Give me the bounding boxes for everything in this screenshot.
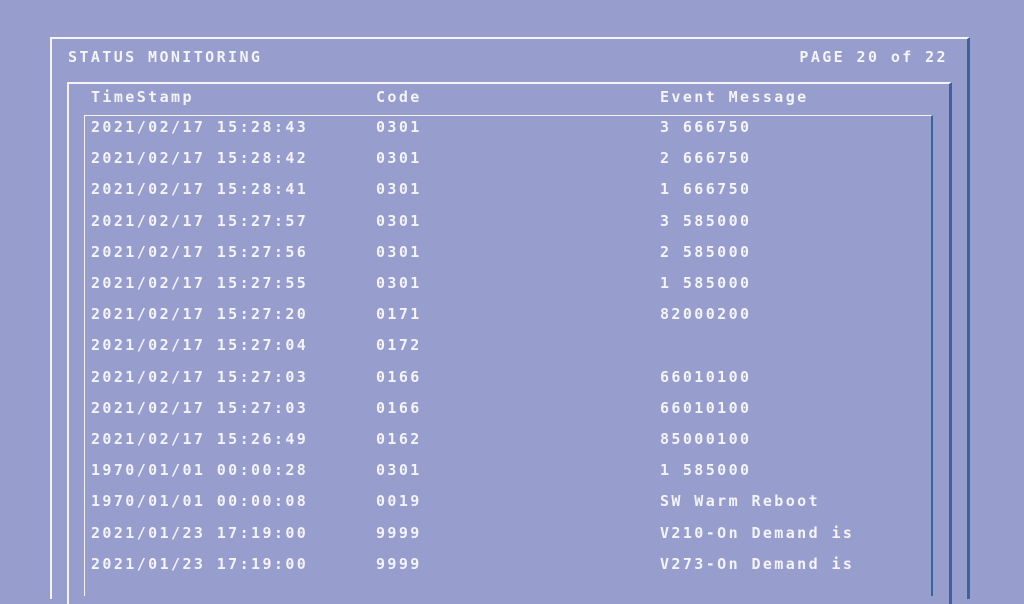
cell-code: 0301 [376, 211, 422, 230]
cell-message: 2 585000 [660, 242, 752, 261]
table-row[interactable]: 2021/02/17 15:27:04 0172 [0, 336, 1024, 354]
table-row[interactable]: 2021/02/17 15:27:20 0171 82000200 [0, 305, 1024, 323]
cell-timestamp: 2021/02/17 15:26:49 [91, 430, 309, 448]
cell-code: 0162 [376, 430, 422, 448]
table-row[interactable]: 2021/02/17 15:27:03 0166 66010100 [0, 399, 1024, 417]
cell-timestamp: 2021/01/23 17:19:00 [91, 523, 309, 542]
table-row[interactable]: 1970/01/01 00:00:08 0019 SW Warm Reboot [0, 492, 1024, 510]
cell-code: 9999 [376, 523, 422, 542]
cell-message: 66010100 [660, 367, 752, 386]
table-row[interactable]: 1970/01/01 00:00:28 0301 1 585000 [0, 461, 1024, 479]
cell-message: 1 666750 [660, 180, 752, 199]
table-row[interactable]: 2021/01/23 17:19:00 9999 V273-On Demand is [0, 555, 1024, 573]
cell-code: 0301 [376, 149, 422, 168]
cell-message: 2 666750 [660, 149, 752, 168]
cell-code: 0301 [376, 274, 422, 292]
event-list[interactable] [84, 115, 933, 596]
table-row[interactable]: 2021/02/17 15:27:55 0301 1 585000 [0, 274, 1024, 292]
cell-timestamp: 1970/01/01 00:00:08 [91, 492, 309, 511]
cell-code: 0166 [376, 367, 422, 386]
cell-timestamp: 2021/02/17 15:28:41 [91, 180, 309, 199]
cell-message: 66010100 [660, 398, 752, 417]
cell-code: 0171 [376, 305, 422, 324]
table-row[interactable]: 2021/02/17 15:27:56 0301 2 585000 [0, 243, 1024, 261]
cell-code: 0301 [376, 118, 422, 136]
cell-code: 9999 [376, 554, 422, 573]
cell-message: SW Warm Reboot [660, 492, 821, 511]
cell-message: 82000200 [660, 305, 752, 324]
cell-message: V210-On Demand is [660, 523, 855, 542]
column-header-code: Code [376, 88, 422, 106]
table-row[interactable]: 2021/02/17 15:26:49 0162 85000100 [0, 430, 1024, 448]
cell-timestamp: 2021/02/17 15:28:43 [91, 118, 309, 136]
cell-code: 0301 [376, 461, 422, 480]
cell-message: 85000100 [660, 430, 752, 448]
cell-code: 0172 [376, 336, 422, 355]
table-row[interactable]: 2021/02/17 15:27:03 0166 66010100 [0, 368, 1024, 386]
cell-timestamp: 2021/02/17 15:27:20 [91, 305, 309, 324]
column-header-message: Event Message [660, 88, 809, 106]
cell-timestamp: 2021/02/17 15:27:03 [91, 398, 309, 417]
cell-code: 0301 [376, 180, 422, 199]
status-monitoring-panel [50, 37, 970, 599]
table-row[interactable]: 2021/02/17 15:27:57 0301 3 585000 [0, 212, 1024, 230]
cell-code: 0166 [376, 398, 422, 417]
cell-code: 0019 [376, 492, 422, 511]
table-row[interactable]: 2021/02/17 15:28:41 0301 1 666750 [0, 180, 1024, 198]
cell-timestamp: 2021/02/17 15:27:04 [91, 336, 309, 355]
cell-timestamp: 2021/02/17 15:27:55 [91, 274, 309, 292]
cell-code: 0301 [376, 242, 422, 261]
cell-timestamp: 1970/01/01 00:00:28 [91, 461, 309, 480]
table-row[interactable]: 2021/02/17 15:28:42 0301 2 666750 [0, 149, 1024, 167]
column-header-timestamp: TimeStamp [91, 88, 194, 106]
cell-message: 3 585000 [660, 211, 752, 230]
cell-timestamp: 2021/02/17 15:27:56 [91, 242, 309, 261]
cell-message: 1 585000 [660, 461, 752, 480]
cell-message: 1 585000 [660, 274, 752, 292]
page-title: STATUS MONITORING [68, 48, 263, 66]
cell-timestamp: 2021/02/17 15:28:42 [91, 149, 309, 168]
table-row[interactable]: 2021/02/17 15:28:43 0301 3 666750 [0, 118, 1024, 136]
cell-message: 3 666750 [660, 118, 752, 136]
cell-message: V273-On Demand is [660, 554, 855, 573]
cell-timestamp: 2021/02/17 15:27:57 [91, 211, 309, 230]
cell-timestamp: 2021/02/17 15:27:03 [91, 367, 309, 386]
event-table-frame [67, 82, 952, 604]
table-row[interactable]: 2021/01/23 17:19:00 9999 V210-On Demand is [0, 524, 1024, 542]
cell-timestamp: 2021/01/23 17:19:00 [91, 554, 309, 573]
page-indicator: PAGE 20 of 22 [799, 48, 948, 66]
